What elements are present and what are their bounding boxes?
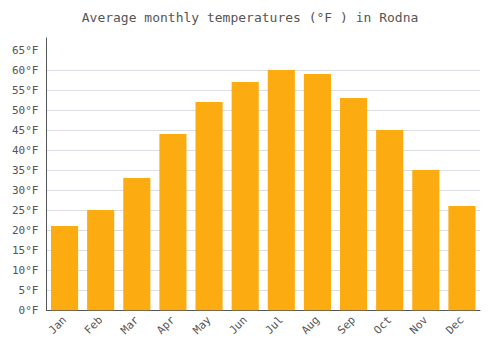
svg-text:5°F: 5°F (19, 284, 39, 297)
svg-text:35°F: 35°F (12, 164, 39, 177)
svg-text:25°F: 25°F (12, 204, 39, 217)
svg-text:Feb: Feb (82, 314, 105, 337)
svg-text:Nov: Nov (407, 313, 430, 336)
svg-text:Dec: Dec (443, 314, 466, 337)
svg-text:Apr: Apr (154, 313, 177, 336)
svg-text:65°F: 65°F (12, 44, 39, 57)
svg-text:Average monthly temperatures (: Average monthly temperatures (°F ) in Ro… (82, 10, 419, 25)
svg-text:Mar: Mar (118, 313, 141, 336)
svg-text:20°F: 20°F (12, 224, 39, 237)
svg-text:Oct: Oct (371, 314, 394, 337)
svg-text:55°F: 55°F (12, 84, 39, 97)
svg-text:10°F: 10°F (12, 264, 39, 277)
svg-text:30°F: 30°F (12, 184, 39, 197)
svg-text:0°F: 0°F (19, 304, 39, 317)
svg-text:50°F: 50°F (12, 104, 39, 117)
svg-text:Aug: Aug (299, 314, 322, 337)
svg-text:Jul: Jul (263, 314, 286, 337)
svg-text:Jun: Jun (227, 314, 250, 337)
svg-text:40°F: 40°F (12, 144, 39, 157)
svg-text:45°F: 45°F (12, 124, 39, 137)
svg-text:60°F: 60°F (12, 64, 39, 77)
svg-text:Jan: Jan (46, 314, 69, 337)
svg-text:May: May (190, 313, 213, 336)
svg-text:Sep: Sep (335, 314, 358, 337)
svg-text:15°F: 15°F (12, 244, 39, 257)
